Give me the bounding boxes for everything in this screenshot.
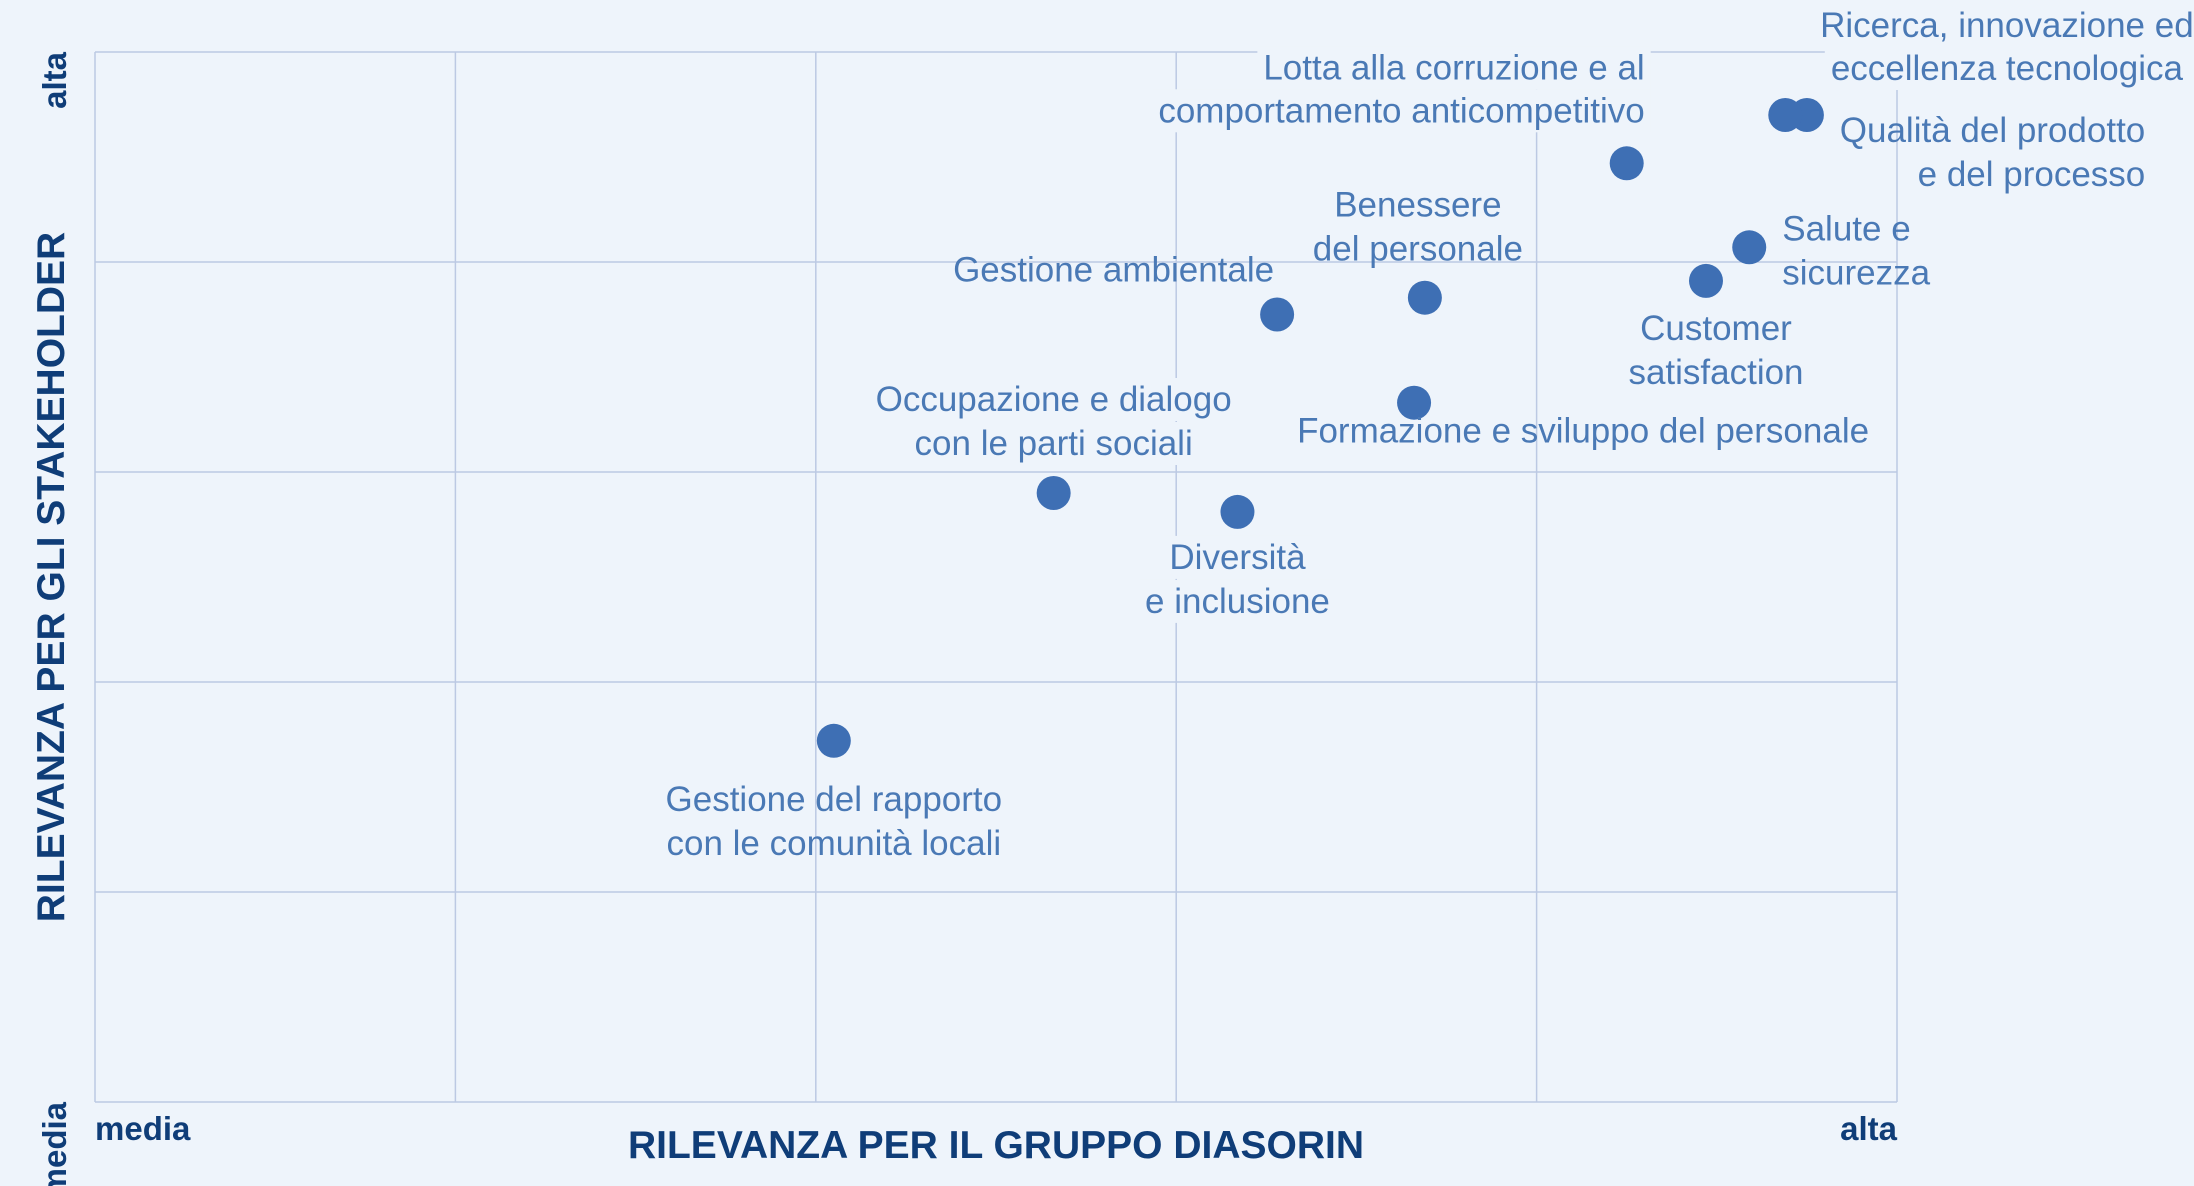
label-background — [1163, 535, 1313, 579]
y-axis-max-label: alta — [36, 51, 73, 109]
label-background — [1152, 89, 1651, 133]
data-point-label: del personale — [1313, 230, 1523, 269]
data-point-label: satisfaction — [1628, 353, 1803, 392]
data-point — [1397, 385, 1432, 420]
data-point — [1609, 146, 1644, 181]
data-point-label: Ricerca, innovazione ed — [1820, 6, 2194, 45]
data-point-label: Lotta alla corruzione e al — [1263, 48, 1644, 87]
label-background — [1257, 46, 1651, 90]
data-point-label: Occupazione e dialogo — [876, 380, 1232, 419]
data-point — [816, 723, 851, 758]
data-point — [1220, 494, 1255, 529]
data-point-label: sicurezza — [1782, 253, 1930, 292]
x-axis-min-label: media — [95, 1110, 191, 1147]
data-point-label: Diversità — [1169, 538, 1306, 577]
data-point — [1260, 297, 1295, 332]
data-point-label: e inclusione — [1145, 582, 1330, 621]
label-background — [1814, 4, 2194, 47]
data-point-label: con le comunità locali — [667, 824, 1002, 863]
data-point-label: Customer — [1640, 309, 1792, 348]
data-point-label: Qualità del prodotto — [1840, 111, 2145, 150]
data-point-label: Benessere — [1334, 186, 1501, 225]
x-axis-title: RILEVANZA PER IL GRUPPO DIASORIN — [628, 1124, 1364, 1167]
data-point-label: e del processo — [1918, 155, 2146, 194]
data-point — [1768, 98, 1803, 132]
x-axis-max-label: alta — [1840, 1110, 1898, 1147]
y-axis-min-label: media — [36, 1101, 73, 1186]
data-point-label: Gestione ambientale — [953, 251, 1274, 290]
y-axis-title: RILEVANZA PER GLI STAKEHOLDER — [30, 232, 73, 922]
label-background — [908, 422, 1199, 465]
data-point-label: eccellenza tecnologica — [1831, 49, 2184, 88]
data-point — [1407, 280, 1442, 315]
data-point — [1036, 476, 1071, 510]
data-point — [1688, 263, 1723, 298]
label-background — [869, 378, 1238, 421]
data-point-label: Salute e — [1782, 209, 1910, 248]
data-point-label: Formazione e sviluppo del personale — [1297, 412, 1869, 451]
label-background — [1139, 579, 1336, 623]
data-point-label: Gestione del rapporto — [666, 780, 1003, 819]
label-background — [1824, 47, 2190, 90]
data-point-label: comportamento anticompetitivo — [1158, 91, 1644, 130]
data-point-label: con le parti sociali — [915, 424, 1193, 463]
data-point — [1732, 230, 1767, 265]
